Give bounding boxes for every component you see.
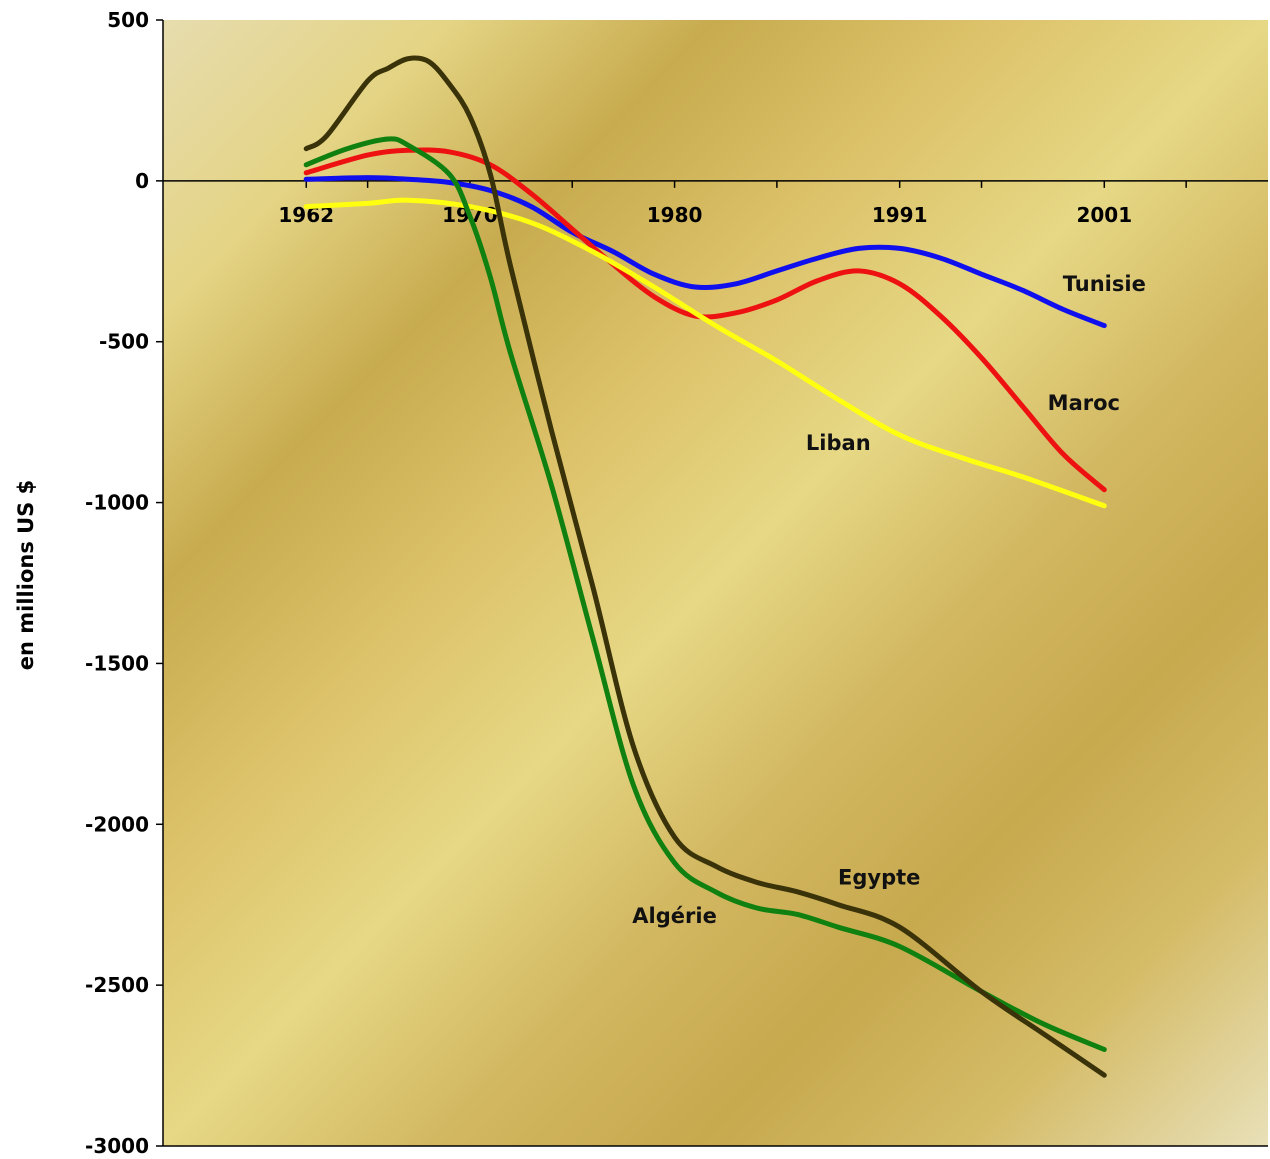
series-label-maroc: Maroc <box>1048 391 1120 415</box>
x-tick-label: 1980 <box>647 203 703 227</box>
y-tick-label: -3000 <box>85 1134 149 1158</box>
y-tick-label: -2500 <box>85 973 149 997</box>
series-label-egypte: Egypte <box>838 865 920 889</box>
series-line-maroc <box>303 147 1107 493</box>
x-tick-label: 1991 <box>872 203 928 227</box>
y-tick-label: -1000 <box>85 491 149 515</box>
series-line-algerie <box>303 136 1107 1052</box>
y-axis-title: en millions US $ <box>14 480 38 670</box>
series-line-liban <box>303 197 1107 509</box>
x-tick-label: 2001 <box>1076 203 1132 227</box>
series-label-algerie: Algérie <box>632 904 717 928</box>
y-tick-label: -500 <box>99 330 149 354</box>
y-tick-label: -1500 <box>85 651 149 675</box>
series-label-liban: Liban <box>806 431 871 455</box>
series-annotations: Tunisie Maroc Liban Egypte Algérie <box>632 272 1146 928</box>
series-label-tunisie: Tunisie <box>1063 272 1146 296</box>
y-tick-label: 0 <box>135 169 149 193</box>
y-tick-label: 500 <box>107 8 149 32</box>
plot-area <box>163 20 1268 1146</box>
series-lines <box>303 55 1107 1078</box>
y-tick-label: -2000 <box>85 812 149 836</box>
series-line-egypte <box>303 55 1107 1078</box>
